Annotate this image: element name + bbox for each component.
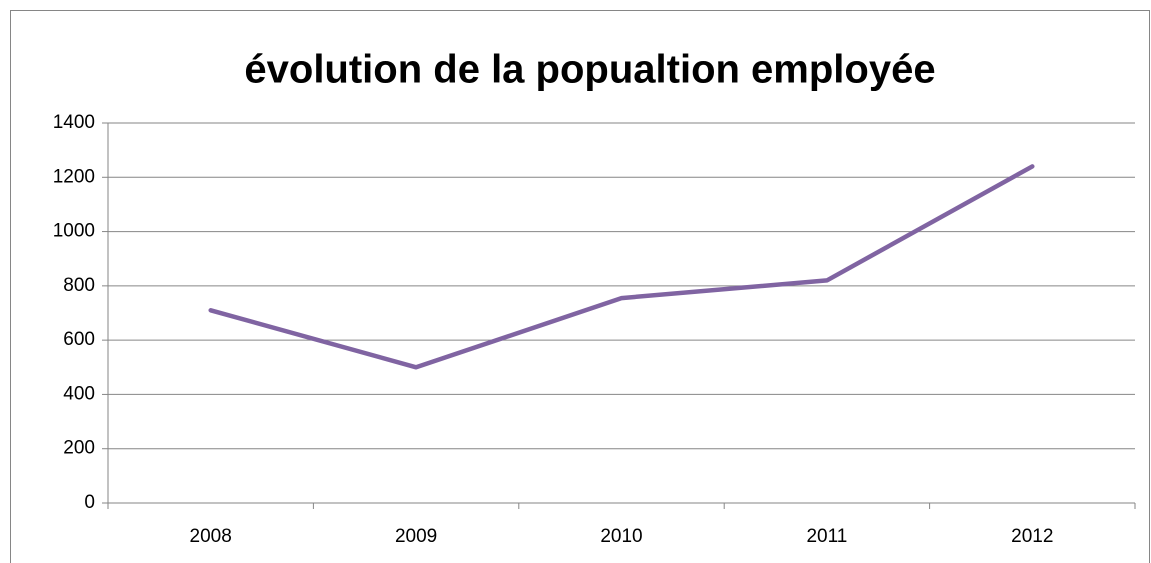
y-tick-label: 1000 [53, 221, 95, 242]
y-tick-label: 1400 [53, 112, 95, 133]
chart-title: évolution de la popualtion employée [244, 48, 935, 92]
x-tick-label: 2012 [1011, 526, 1053, 547]
chart-frame [10, 10, 1150, 563]
data-line [208, 164, 1035, 370]
x-tick-label: 2011 [806, 526, 847, 547]
y-tick-label: 400 [63, 383, 95, 404]
x-tick-label: 2008 [190, 526, 232, 547]
y-tick-label: 200 [63, 438, 95, 459]
y-tick-label: 0 [84, 492, 95, 513]
y-tick-label: 1200 [53, 166, 95, 187]
y-tick-label: 600 [63, 329, 95, 350]
x-tick-label: 2009 [395, 526, 437, 547]
x-tick-label: 2010 [600, 526, 642, 547]
y-tick-label: 800 [63, 275, 95, 296]
